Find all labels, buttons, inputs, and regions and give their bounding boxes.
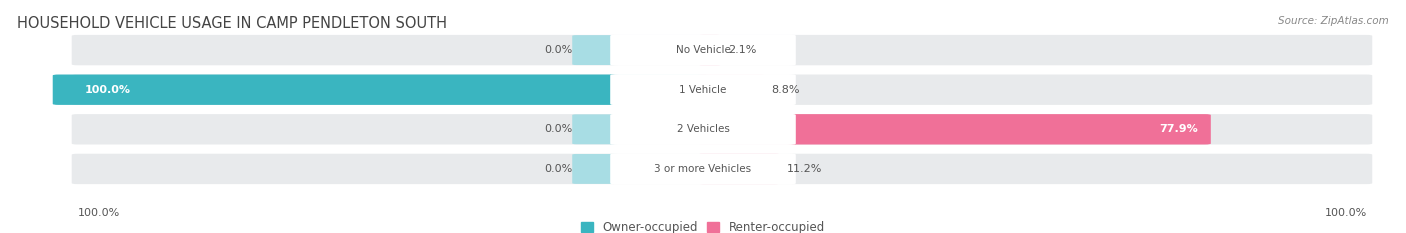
Text: 0.0%: 0.0%: [544, 164, 572, 174]
FancyBboxPatch shape: [572, 35, 620, 65]
FancyBboxPatch shape: [72, 154, 1372, 184]
FancyBboxPatch shape: [610, 114, 796, 145]
FancyBboxPatch shape: [72, 75, 1372, 105]
Text: 11.2%: 11.2%: [786, 164, 823, 174]
Text: 1 Vehicle: 1 Vehicle: [679, 85, 727, 95]
Text: HOUSEHOLD VEHICLE USAGE IN CAMP PENDLETON SOUTH: HOUSEHOLD VEHICLE USAGE IN CAMP PENDLETO…: [17, 16, 447, 31]
Text: No Vehicle: No Vehicle: [675, 45, 731, 55]
Text: Source: ZipAtlas.com: Source: ZipAtlas.com: [1278, 16, 1389, 26]
FancyBboxPatch shape: [610, 34, 796, 66]
Legend: Owner-occupied, Renter-occupied: Owner-occupied, Renter-occupied: [576, 216, 830, 233]
FancyBboxPatch shape: [697, 114, 1211, 144]
FancyBboxPatch shape: [72, 114, 1372, 144]
Text: 3 or more Vehicles: 3 or more Vehicles: [654, 164, 752, 174]
FancyBboxPatch shape: [572, 114, 620, 144]
Text: 0.0%: 0.0%: [544, 124, 572, 134]
Text: 100.0%: 100.0%: [84, 85, 131, 95]
Text: 8.8%: 8.8%: [770, 85, 800, 95]
Text: 100.0%: 100.0%: [77, 208, 120, 218]
Text: 100.0%: 100.0%: [1324, 208, 1367, 218]
FancyBboxPatch shape: [53, 75, 709, 105]
FancyBboxPatch shape: [697, 35, 723, 65]
FancyBboxPatch shape: [610, 74, 796, 105]
FancyBboxPatch shape: [572, 154, 620, 184]
Text: 2.1%: 2.1%: [728, 45, 756, 55]
FancyBboxPatch shape: [610, 153, 796, 185]
FancyBboxPatch shape: [697, 75, 765, 105]
FancyBboxPatch shape: [72, 35, 1372, 65]
Text: 0.0%: 0.0%: [544, 45, 572, 55]
Text: 2 Vehicles: 2 Vehicles: [676, 124, 730, 134]
FancyBboxPatch shape: [697, 154, 780, 184]
Text: 77.9%: 77.9%: [1160, 124, 1198, 134]
